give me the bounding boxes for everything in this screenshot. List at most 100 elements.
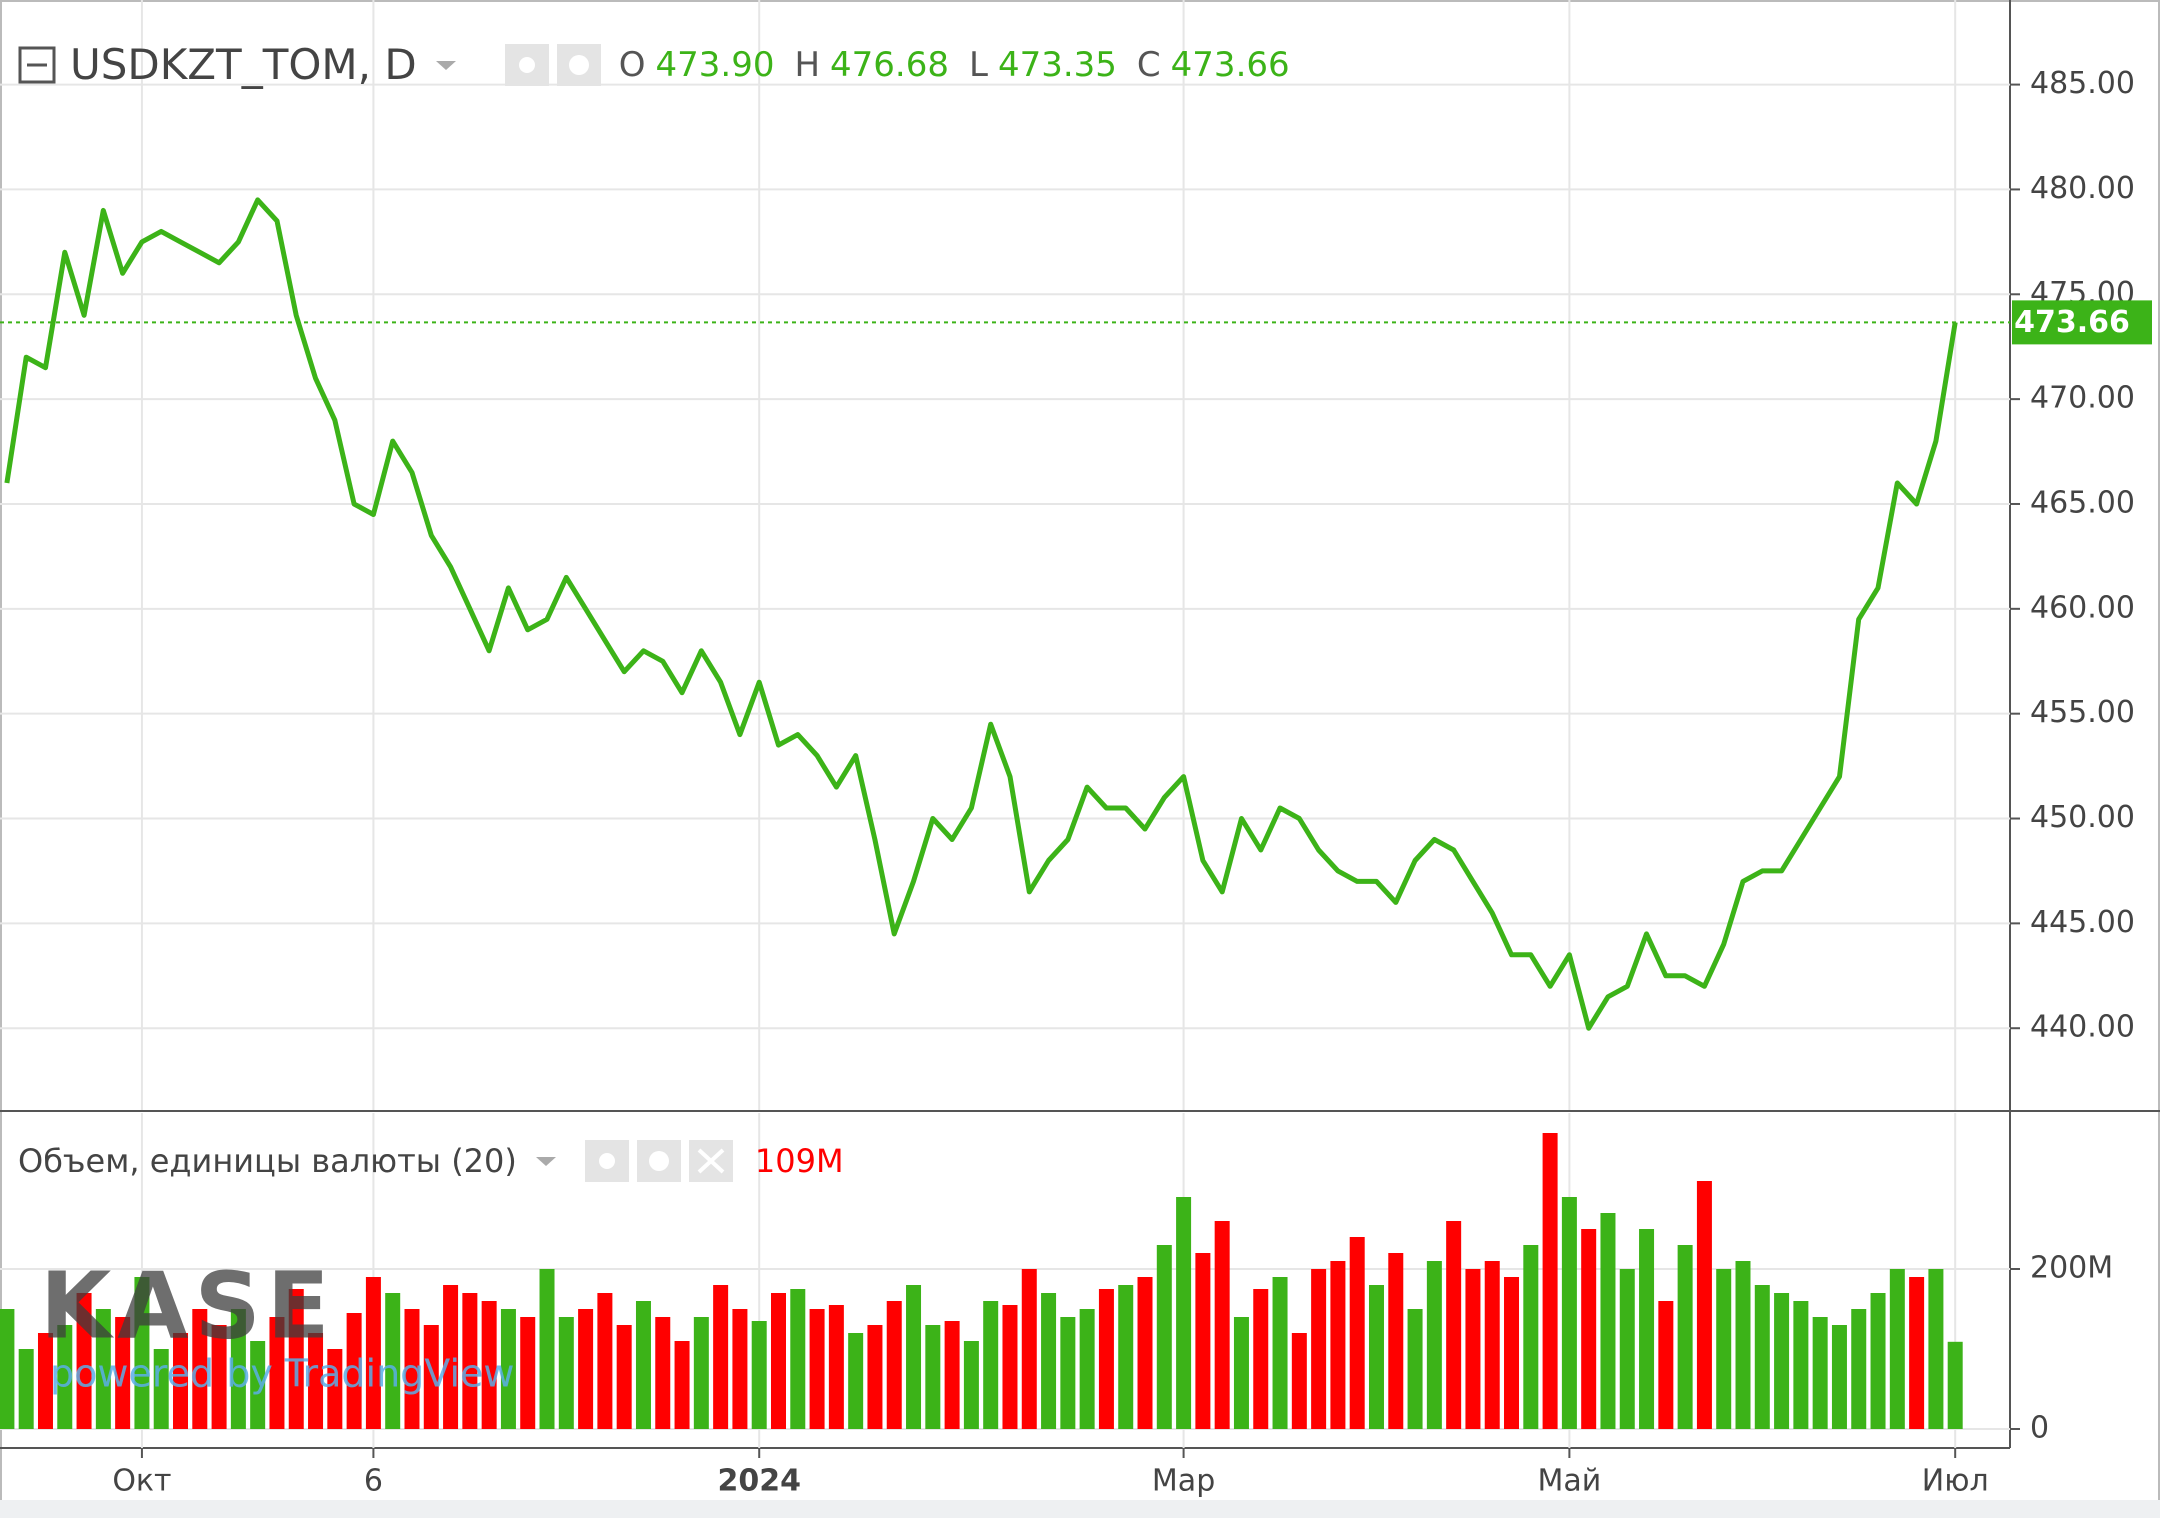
volume-bar [327, 1349, 343, 1429]
ohlc-key: O [618, 44, 646, 85]
volume-bar [635, 1301, 651, 1429]
volume-bar [1368, 1285, 1384, 1429]
ohlc-key: L [969, 44, 988, 85]
x-tick-label: Май [1538, 1464, 1602, 1499]
volume-bar [1002, 1305, 1018, 1429]
volume-bar [1465, 1269, 1481, 1429]
volume-bar [1735, 1261, 1751, 1429]
volume-bar [1060, 1317, 1076, 1429]
volume-bar [790, 1289, 806, 1429]
volume-bar [1272, 1277, 1288, 1429]
volume-bar [288, 1289, 304, 1429]
volume-bar [867, 1325, 883, 1429]
y-tick-label: 455.00 [2030, 695, 2135, 730]
volume-bar [1793, 1301, 1809, 1429]
y-tick-label: 460.00 [2030, 590, 2135, 625]
visibility-settings-icons[interactable] [504, 43, 605, 86]
volume-bar [1658, 1301, 1674, 1429]
volume-bar [173, 1333, 189, 1429]
volume-bar [1098, 1289, 1114, 1429]
volume-bar [1137, 1277, 1153, 1429]
volume-bar [771, 1293, 786, 1429]
price-legend: USDKZT_TOM, D O 473.90 H 476.68 L 473.35 C 473.… [18, 40, 1300, 89]
y-tick-label: 0 [2030, 1411, 2049, 1446]
volume-title: Объем, единицы валюты (20) [18, 1142, 517, 1180]
volume-bar [693, 1317, 709, 1429]
volume-bar [76, 1293, 92, 1429]
watermark-credit: powered by TradingView [50, 1352, 514, 1396]
volume-bar [1484, 1261, 1500, 1429]
volume-bar [713, 1285, 729, 1429]
volume-bar [443, 1285, 459, 1429]
volume-bar [1812, 1317, 1828, 1429]
ohlc-value: 473.90 [655, 44, 775, 85]
ohlc-key: H [794, 44, 821, 85]
volume-bar [115, 1317, 131, 1429]
y-tick-label: 200M [2030, 1251, 2113, 1286]
price-line [4, 197, 1958, 1031]
x-tick-label: Окт [112, 1464, 171, 1499]
volume-bar [1195, 1253, 1211, 1429]
volume-bar [1754, 1285, 1770, 1429]
volume-bar [578, 1309, 594, 1429]
volume-bar [192, 1309, 208, 1429]
volume-bar [18, 1349, 34, 1429]
volume-bar [1561, 1197, 1577, 1429]
dropdown-icon[interactable] [531, 1146, 561, 1176]
volume-bar [1909, 1277, 1925, 1429]
bottom-strip [0, 1500, 2160, 1518]
volume-bar [1639, 1229, 1655, 1429]
volume-bar [346, 1313, 362, 1429]
volume-bar [153, 1349, 169, 1429]
volume-bar [308, 1333, 324, 1429]
volume-bar [0, 1309, 15, 1429]
volume-bar [365, 1277, 381, 1429]
volume-bar [1716, 1269, 1732, 1429]
volume-bar [925, 1325, 941, 1429]
y-tick-label: 440.00 [2030, 1010, 2135, 1045]
dropdown-icon[interactable] [431, 50, 461, 80]
volume-bar [1021, 1269, 1037, 1429]
volume-bar [423, 1325, 439, 1429]
volume-bar [1677, 1245, 1693, 1429]
y-tick-label: 450.00 [2030, 800, 2135, 835]
y-tick-label: 485.00 [2030, 66, 2135, 101]
volume-bar [1851, 1309, 1867, 1429]
volume-bar [886, 1301, 902, 1429]
x-tick-label: 6 [364, 1464, 383, 1499]
ohlc-key: C [1136, 44, 1161, 85]
volume-bar [597, 1293, 613, 1429]
volume-bar [1407, 1309, 1423, 1429]
volume-icons[interactable] [584, 1140, 735, 1182]
volume-bar [385, 1293, 401, 1429]
volume-bar [1156, 1245, 1172, 1429]
volume-bar [751, 1321, 767, 1429]
volume-bar [520, 1317, 536, 1429]
volume-bar [1928, 1269, 1944, 1429]
volume-bar [95, 1309, 111, 1429]
volume-bar [481, 1301, 497, 1429]
volume-bar [1041, 1293, 1057, 1429]
volume-bar [655, 1317, 671, 1429]
volume-bar [1619, 1269, 1635, 1429]
volume-bar [230, 1309, 246, 1429]
volume-bar [1233, 1317, 1249, 1429]
volume-bar [983, 1301, 999, 1429]
x-tick-label: 2024 [717, 1464, 801, 1499]
volume-bar [944, 1321, 960, 1429]
volume-bar [1581, 1229, 1597, 1429]
volume-bar [1504, 1277, 1520, 1429]
volume-bar [500, 1309, 516, 1429]
volume-bar [809, 1309, 825, 1429]
ohlc-value: 476.68 [830, 44, 949, 85]
volume-bar [558, 1317, 574, 1429]
y-tick-label: 480.00 [2030, 171, 2135, 206]
volume-bar [1291, 1333, 1307, 1429]
volume-bar [828, 1305, 844, 1429]
collapse-icon[interactable] [18, 46, 56, 84]
volume-bar [404, 1309, 420, 1429]
volume-bar [732, 1309, 748, 1429]
